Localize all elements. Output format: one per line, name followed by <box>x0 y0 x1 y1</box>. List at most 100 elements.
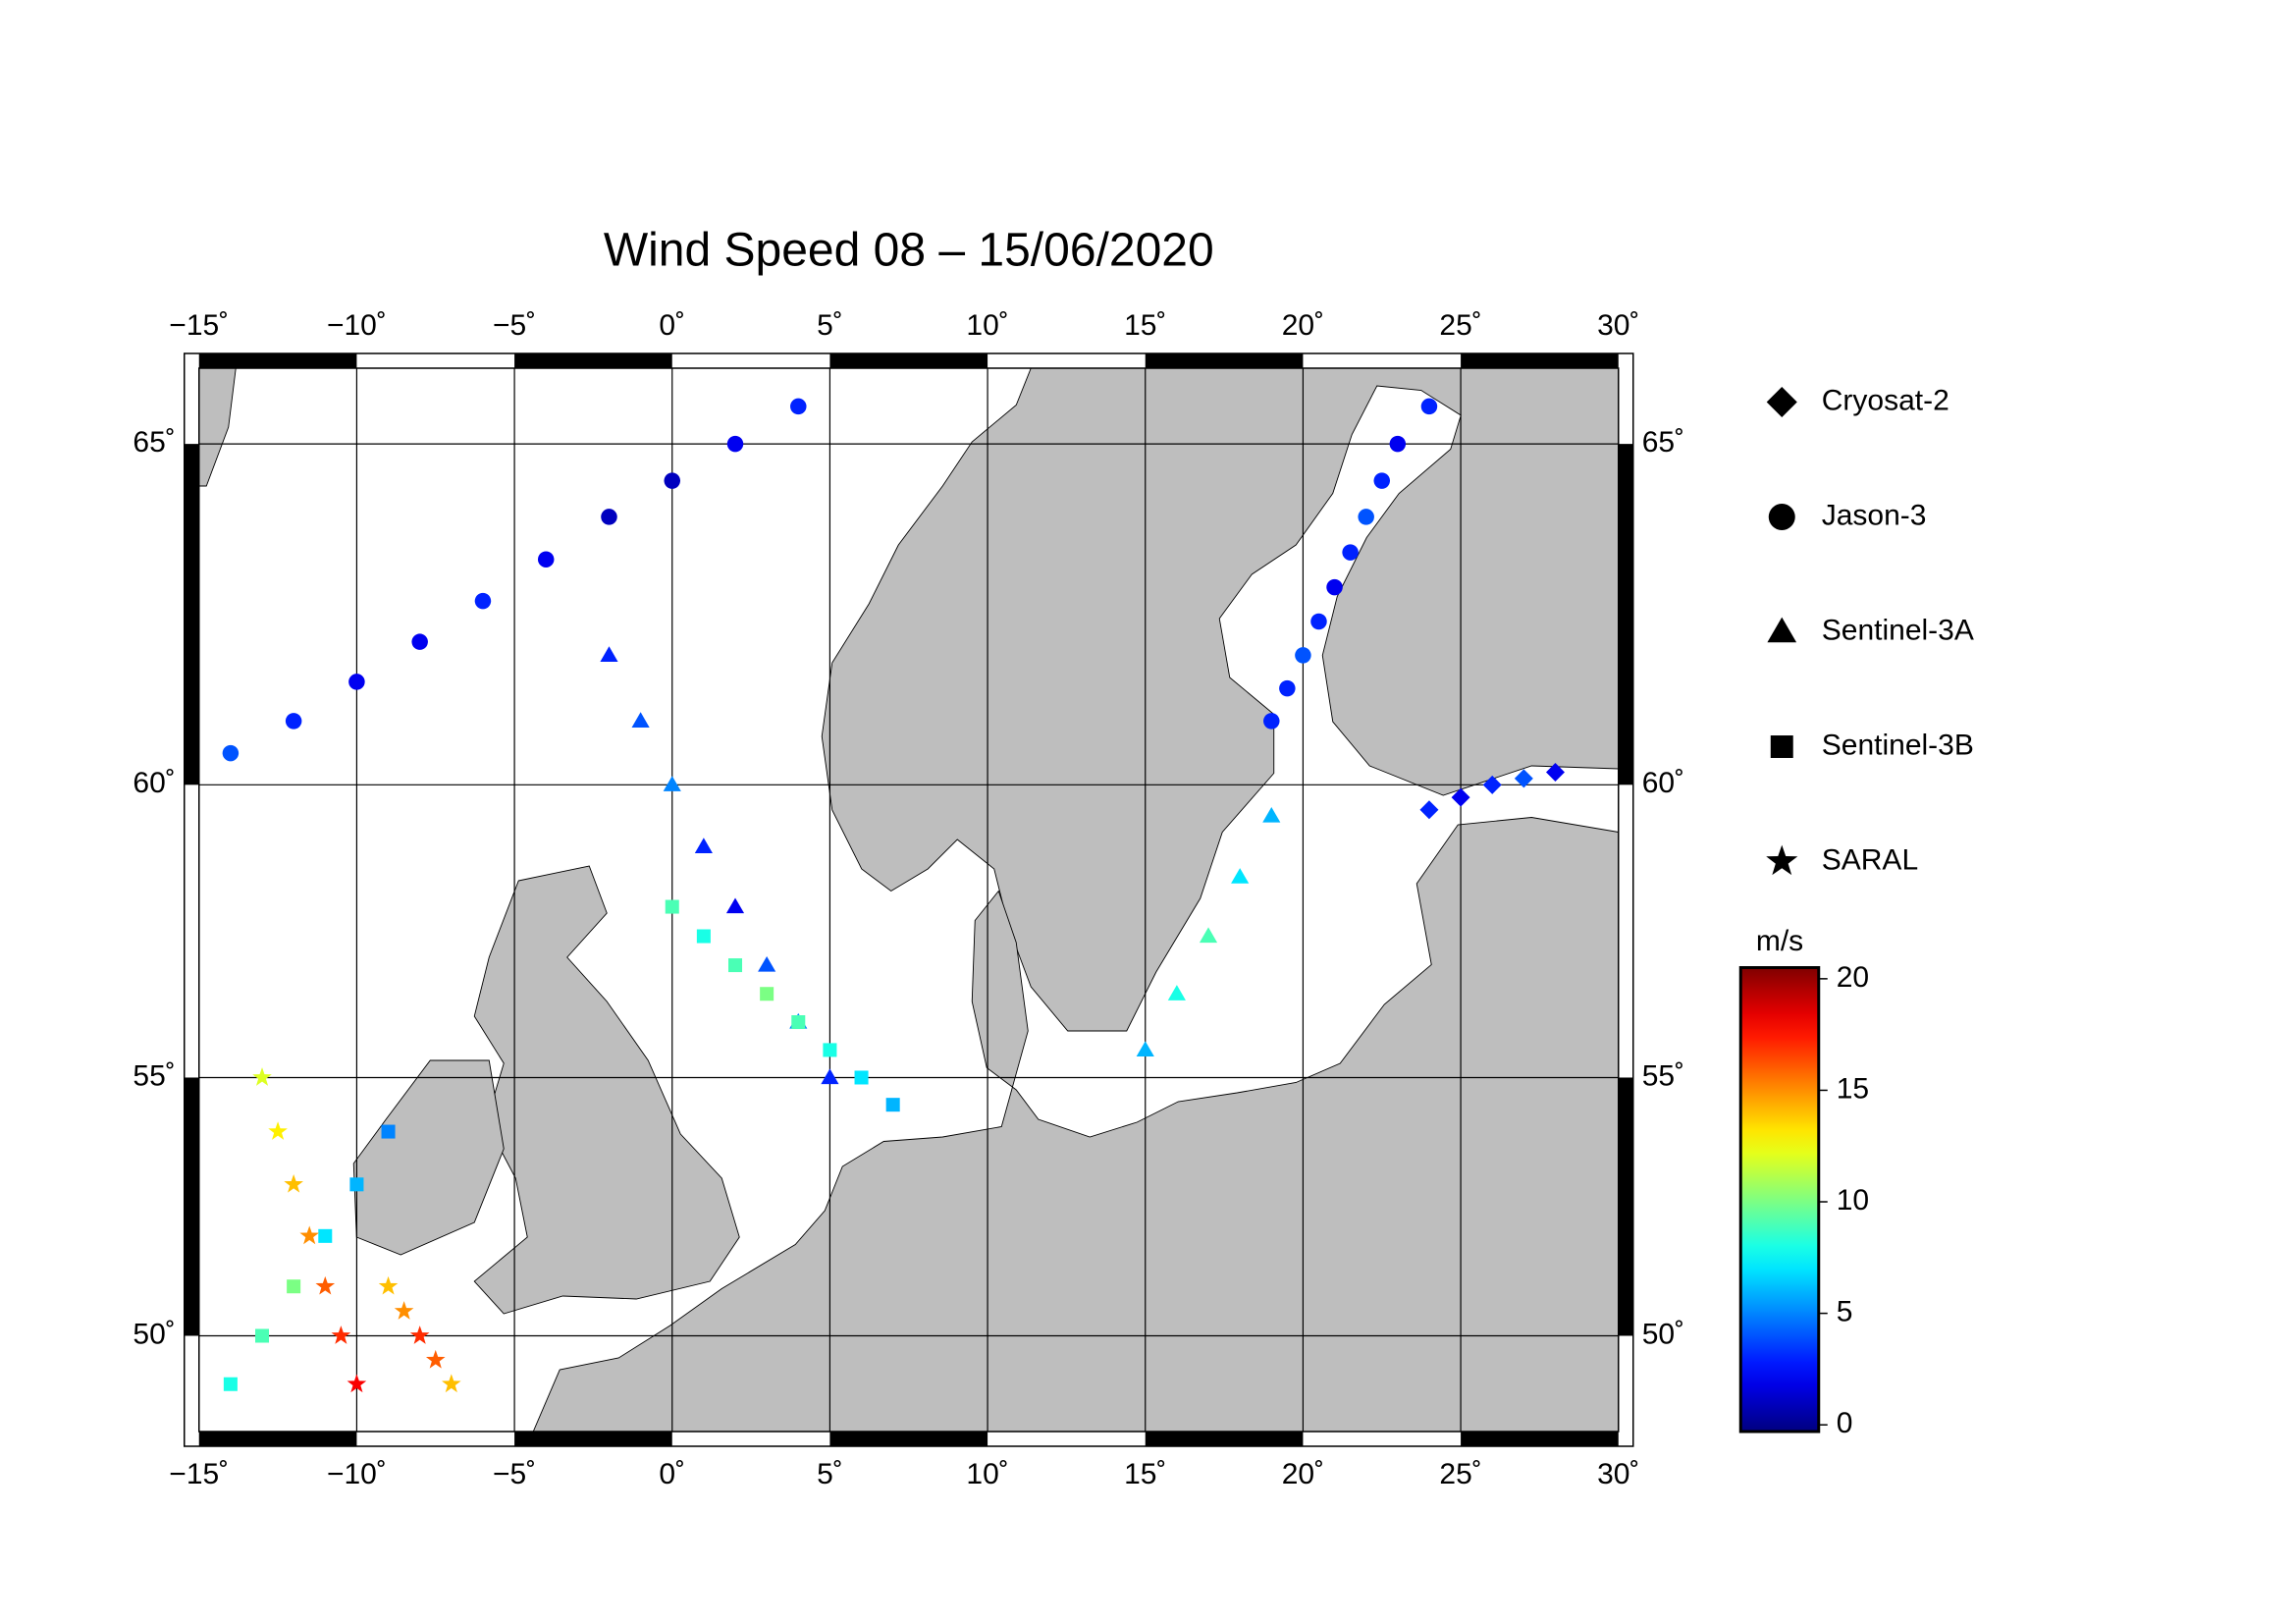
y-tick-label: 50˚ <box>133 1318 175 1350</box>
data-point <box>1136 1041 1154 1057</box>
x-tick-label: 10˚ <box>966 1458 1008 1490</box>
data-point <box>222 744 240 762</box>
data-point <box>378 1275 399 1295</box>
frame-bar <box>184 1077 199 1336</box>
data-point <box>1514 769 1533 788</box>
x-tick-label: 25˚ <box>1439 1458 1481 1490</box>
data-point <box>284 1173 303 1193</box>
x-tick-label: 0˚ <box>659 309 685 342</box>
data-point <box>1199 927 1218 944</box>
data-point <box>299 1225 320 1245</box>
colorbar <box>1738 966 1821 1434</box>
frame-bar <box>1145 353 1304 368</box>
data-point <box>758 955 776 972</box>
data-point <box>349 1177 364 1192</box>
x-tick-label: 0˚ <box>659 1458 685 1490</box>
x-tick-label: −5˚ <box>493 1458 536 1490</box>
y-tick-label: 60˚ <box>133 767 175 799</box>
data-point <box>1420 398 1438 415</box>
data-point <box>1419 800 1439 820</box>
data-point <box>394 1301 414 1320</box>
colorbar-tick-label: 5 <box>1837 1296 1853 1328</box>
data-point <box>1326 578 1343 596</box>
data-point <box>1279 679 1296 697</box>
x-tick-label: 15˚ <box>1124 1458 1166 1490</box>
x-tick-label: 25˚ <box>1439 309 1481 342</box>
frame-bar <box>829 1432 988 1446</box>
legend-marker <box>1766 844 1798 876</box>
x-tick-label: 5˚ <box>817 309 843 342</box>
x-tick-label: −15˚ <box>169 1458 229 1490</box>
data-point <box>255 1328 270 1343</box>
data-point <box>665 899 679 914</box>
frame-bar <box>1618 444 1633 785</box>
frame-bar <box>514 353 672 368</box>
y-tick-label: 65˚ <box>1642 426 1684 459</box>
chart-title: Wind Speed 08 – 15/06/2020 <box>604 225 1214 277</box>
frame-bar <box>198 353 357 368</box>
x-tick-label: 30˚ <box>1597 1458 1639 1490</box>
colorbar-tick-label: 20 <box>1837 961 1869 994</box>
data-point <box>791 1014 806 1030</box>
data-point <box>600 646 618 662</box>
data-point <box>726 435 744 453</box>
legend-marker <box>1768 504 1795 530</box>
data-points <box>222 398 1565 1393</box>
legend-label: Sentinel-3B <box>1822 729 1974 761</box>
data-point <box>823 1043 837 1057</box>
data-point <box>1482 775 1502 794</box>
legend-label: SARAL <box>1822 843 1918 876</box>
x-tick-label: 10˚ <box>966 309 1008 342</box>
data-point <box>287 1279 301 1294</box>
x-tick-label: −10˚ <box>327 1458 387 1490</box>
y-tick-label: 65˚ <box>133 426 175 459</box>
legend-marker <box>1770 735 1793 758</box>
x-tick-label: −15˚ <box>169 309 229 342</box>
colorbar-tick-label: 0 <box>1837 1407 1853 1439</box>
data-point <box>474 592 492 610</box>
data-point <box>331 1325 351 1344</box>
frame-bar <box>829 353 988 368</box>
data-point <box>537 551 555 568</box>
data-point <box>728 958 743 973</box>
colorbar-tick-label: 15 <box>1837 1072 1869 1105</box>
data-point <box>1263 713 1280 730</box>
frame-bar <box>184 444 199 785</box>
data-point <box>315 1275 336 1295</box>
legend-marker <box>1766 386 1797 418</box>
data-point <box>411 633 428 650</box>
x-tick-label: −5˚ <box>493 309 536 342</box>
data-point <box>318 1228 333 1243</box>
data-point <box>425 1349 446 1369</box>
data-point <box>1389 435 1407 453</box>
y-tick-label: 55˚ <box>1642 1059 1684 1092</box>
frame-bar <box>1461 1432 1619 1446</box>
data-point <box>696 929 711 944</box>
data-point <box>885 1098 900 1112</box>
legend-label: Cryosat-2 <box>1822 384 1949 416</box>
data-point <box>854 1070 869 1085</box>
data-point <box>347 1374 367 1393</box>
x-tick-label: 20˚ <box>1282 1458 1324 1490</box>
data-point <box>1262 806 1281 823</box>
frame-bar <box>1618 1077 1633 1336</box>
y-tick-label: 60˚ <box>1642 767 1684 799</box>
data-point <box>268 1121 288 1140</box>
colorbar-tick-label: 10 <box>1837 1184 1869 1217</box>
data-point <box>409 1325 430 1344</box>
y-tick-label: 55˚ <box>133 1059 175 1092</box>
colorbar-label: m/s <box>1756 925 1803 957</box>
frame-bar <box>514 1432 672 1446</box>
frame-bar <box>198 1432 357 1446</box>
data-point <box>664 472 680 489</box>
y-tick-label: 50˚ <box>1642 1318 1684 1350</box>
data-point <box>725 897 745 914</box>
data-point <box>601 509 617 525</box>
data-point <box>694 838 713 853</box>
data-point <box>252 1067 272 1086</box>
data-point <box>1231 868 1250 884</box>
x-tick-label: 15˚ <box>1124 309 1166 342</box>
frame-bar <box>1461 353 1619 368</box>
legend-marker <box>1767 617 1797 643</box>
